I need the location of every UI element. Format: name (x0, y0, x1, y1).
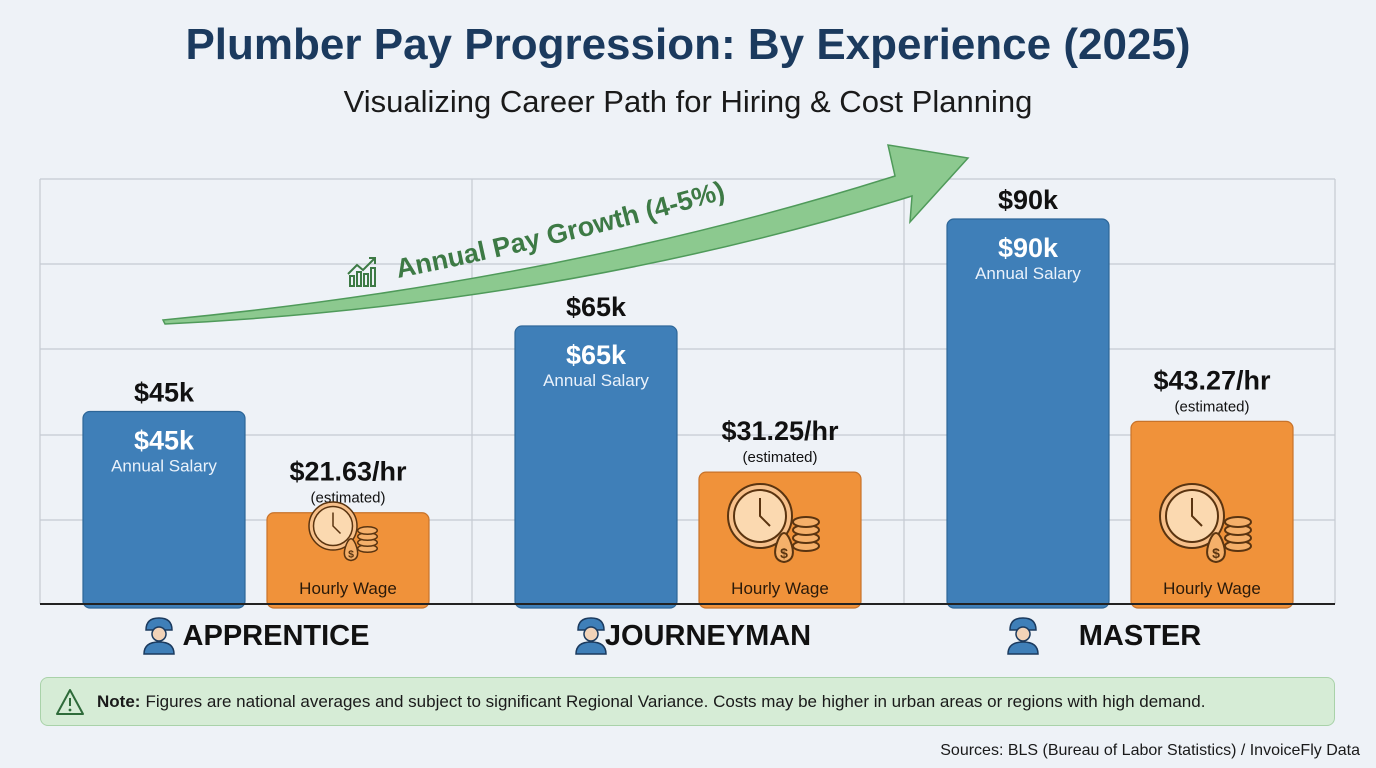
label-backdrop (689, 404, 871, 435)
worker-icon (1007, 617, 1039, 655)
clock-coins-icon: $ (308, 501, 378, 562)
hourly-value-label: $43.27/hr (1153, 365, 1271, 395)
svg-text:$: $ (348, 549, 354, 561)
chart-subtitle: Visualizing Career Path for Hiring & Cos… (343, 84, 1033, 119)
warning-icon (56, 688, 84, 715)
hourly-value-label: $31.25/hr (721, 416, 839, 446)
label-backdrop (1121, 353, 1303, 384)
hourly-estimated-label: (estimated) (1174, 398, 1249, 415)
clock-coins-icon: $ (1159, 483, 1252, 564)
hourly-value-label: $21.63/hr (289, 457, 407, 487)
salary-bar (82, 410, 246, 609)
salary-bar-value: $45k (134, 426, 195, 456)
category-label: APPRENTICE (183, 620, 370, 652)
growth-arrow-shape (161, 144, 970, 325)
sources: Sources: BLS (Bureau of Labor Statistics… (940, 742, 1360, 759)
clock-coins-icon: $ (727, 483, 820, 564)
salary-bar-name: Annual Salary (111, 457, 217, 476)
salary-bar-name: Annual Salary (975, 264, 1081, 283)
note-text: Figures are national averages and subjec… (145, 691, 1206, 711)
hourly-bar-name: Hourly Wage (299, 579, 397, 598)
salary-bar (514, 325, 678, 609)
category-label: MASTER (1079, 620, 1202, 652)
category-labels: APPRENTICE JOURNEYMAN MASTER (143, 617, 1202, 655)
svg-text:$: $ (780, 545, 788, 561)
hourly-bar-name: Hourly Wage (1163, 579, 1261, 598)
label-backdrop (257, 444, 439, 475)
hourly-estimated-label: (estimated) (742, 449, 817, 466)
salary-bar (946, 218, 1110, 609)
chart-title: Plumber Pay Progression: By Experience (… (185, 20, 1191, 69)
salary-value-label: $65k (566, 292, 627, 322)
chart: Annual Pay Growth (4-5%) $45k$45kAnnual … (39, 144, 1336, 655)
salary-bar-value: $65k (566, 340, 627, 370)
salary-value-label: $45k (134, 378, 195, 408)
worker-icon (575, 617, 607, 655)
note-label: Note: (97, 691, 141, 711)
gridlines (39, 178, 1336, 604)
trend-chart-icon (347, 257, 376, 287)
salary-bar-value: $90k (998, 233, 1059, 263)
salary-bar-name: Annual Salary (543, 371, 649, 390)
salary-value-label: $90k (998, 185, 1059, 215)
hourly-bar-name: Hourly Wage (731, 579, 829, 598)
note-box: Note: Figures are national averages and … (40, 677, 1335, 726)
category-label: JOURNEYMAN (605, 620, 811, 652)
worker-icon (143, 617, 175, 655)
svg-text:$: $ (1212, 545, 1220, 561)
